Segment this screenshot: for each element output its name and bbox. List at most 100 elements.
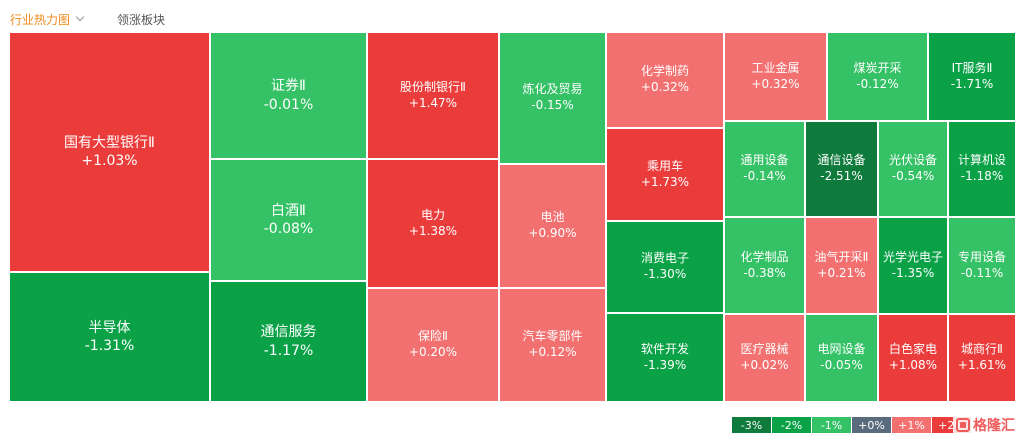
treemap-cell[interactable]: 白酒Ⅱ -0.08% bbox=[210, 159, 367, 281]
sector-name: 工业金属 bbox=[751, 60, 800, 75]
sector-name: 保险Ⅱ bbox=[418, 329, 448, 344]
sector-name: 通信设备 bbox=[817, 153, 866, 168]
brand-logo-icon bbox=[956, 418, 970, 432]
sector-change: +0.12% bbox=[528, 345, 577, 359]
treemap-cell[interactable]: 医疗器械 +0.02% bbox=[724, 314, 805, 402]
treemap-cell[interactable]: 化学制药 +0.32% bbox=[606, 32, 724, 128]
treemap-cell[interactable]: 电力 +1.38% bbox=[367, 159, 499, 288]
sector-name: 消费电子 bbox=[640, 251, 689, 266]
sector-change: -1.31% bbox=[84, 338, 135, 354]
sector-change: +0.02% bbox=[740, 358, 789, 372]
treemap-cell[interactable]: 国有大型银行Ⅱ +1.03% bbox=[9, 32, 210, 272]
sector-change: +0.21% bbox=[817, 265, 866, 280]
treemap-cell[interactable]: 证券Ⅱ -0.01% bbox=[210, 32, 367, 159]
sector-name: 医疗器械 bbox=[740, 342, 789, 357]
sector-name: 白酒Ⅱ bbox=[271, 202, 306, 219]
sector-change: -0.05% bbox=[820, 358, 863, 372]
sector-change: +0.20% bbox=[408, 345, 458, 359]
treemap-cell[interactable]: 煤炭开采 -0.12% bbox=[827, 32, 928, 121]
treemap-cell[interactable]: 工业金属 +0.32% bbox=[724, 32, 827, 121]
treemap-cell[interactable]: 炼化及贸易 -0.15% bbox=[499, 32, 606, 164]
treemap-cell[interactable]: 油气开采Ⅱ +0.21% bbox=[805, 217, 878, 314]
sector-change: -2.51% bbox=[820, 169, 863, 183]
sector-change: -0.15% bbox=[531, 98, 574, 112]
sector-name: 国有大型银行Ⅱ bbox=[64, 134, 155, 151]
legend-swatch: +1% bbox=[892, 417, 932, 433]
sector-change: +0.32% bbox=[751, 76, 800, 91]
treemap-cell[interactable]: 股份制银行Ⅱ +1.47% bbox=[367, 32, 499, 159]
sector-name: 煤炭开采 bbox=[853, 60, 902, 75]
sector-name: 软件开发 bbox=[640, 341, 689, 356]
sector-name: 证券Ⅱ bbox=[271, 78, 306, 95]
treemap-cell[interactable]: 保险Ⅱ +0.20% bbox=[367, 288, 499, 402]
treemap-cell[interactable]: 城商行Ⅱ +1.61% bbox=[948, 314, 1016, 402]
sector-change: +0.90% bbox=[528, 226, 577, 240]
sector-change: +1.08% bbox=[888, 358, 938, 372]
sector-name: 专用设备 bbox=[957, 249, 1006, 264]
treemap-cell[interactable]: 半导体 -1.31% bbox=[9, 272, 210, 402]
sector-change: -1.35% bbox=[891, 265, 935, 280]
treemap-cell[interactable]: 乘用车 +1.73% bbox=[606, 128, 724, 221]
sector-change: -0.14% bbox=[743, 169, 786, 183]
sector-change: +1.03% bbox=[81, 153, 138, 169]
tab-leading-sectors-label: 领涨板块 bbox=[117, 12, 166, 27]
brand-text: 格隆汇 bbox=[973, 418, 1015, 434]
tab-industry-heatmap[interactable]: 行业热力图 bbox=[10, 11, 85, 28]
sector-name: 乘用车 bbox=[646, 158, 683, 173]
sector-change: +1.73% bbox=[640, 174, 690, 189]
sector-change: +1.47% bbox=[408, 95, 458, 110]
sector-name: 通信服务 bbox=[260, 324, 317, 341]
sector-name: 计算机设 bbox=[957, 153, 1006, 168]
treemap-cell[interactable]: 化学制品 -0.38% bbox=[724, 217, 805, 314]
treemap-cell[interactable]: 消费电子 -1.30% bbox=[606, 221, 724, 313]
heatmap-tabs: 行业热力图 领涨板块 bbox=[10, 10, 165, 28]
sector-change: -0.38% bbox=[743, 265, 786, 280]
sector-change: -0.11% bbox=[960, 265, 1004, 280]
tab-industry-heatmap-label: 行业热力图 bbox=[10, 12, 71, 27]
sector-change: -0.08% bbox=[263, 221, 314, 237]
sector-change: -1.30% bbox=[643, 267, 687, 281]
legend-swatch: -1% bbox=[812, 417, 852, 433]
sector-name: 城商行Ⅱ bbox=[961, 342, 1003, 357]
sector-change: -0.01% bbox=[263, 96, 314, 113]
sector-change: -0.12% bbox=[856, 76, 899, 91]
treemap-cell[interactable]: 计算机设 -1.18% bbox=[948, 121, 1016, 217]
sector-name: 汽车零部件 bbox=[522, 329, 583, 344]
legend-swatch: -2% bbox=[772, 417, 812, 433]
tab-leading-sectors[interactable]: 领涨板块 bbox=[117, 11, 165, 28]
chevron-down-icon[interactable] bbox=[75, 12, 85, 22]
sector-change: +0.32% bbox=[640, 80, 690, 94]
color-legend: -3% -2% -1% +0% +1% +2% bbox=[732, 417, 972, 433]
sector-change: +1.61% bbox=[957, 358, 1007, 372]
sector-name: 化学制药 bbox=[640, 64, 689, 79]
treemap-cell[interactable]: 光伏设备 -0.54% bbox=[878, 121, 948, 217]
sector-name: 油气开采Ⅱ bbox=[814, 249, 869, 264]
treemap-cell[interactable]: 软件开发 -1.39% bbox=[606, 313, 724, 402]
treemap-cell[interactable]: 光学光电子 -1.35% bbox=[878, 217, 948, 314]
treemap-cell[interactable]: 通信设备 -2.51% bbox=[805, 121, 878, 217]
treemap-cell[interactable]: 白色家电 +1.08% bbox=[878, 314, 948, 402]
treemap-cell[interactable]: IT服务Ⅱ -1.71% bbox=[928, 32, 1016, 121]
treemap-cell[interactable]: 专用设备 -0.11% bbox=[948, 217, 1016, 314]
sector-change: +1.38% bbox=[408, 223, 458, 238]
sector-name: 电网设备 bbox=[817, 342, 866, 357]
sector-name: 股份制银行Ⅱ bbox=[400, 79, 466, 94]
sector-name: 光伏设备 bbox=[888, 153, 937, 168]
sector-change: -1.39% bbox=[643, 357, 687, 372]
legend-swatch: -3% bbox=[732, 417, 772, 433]
brand-watermark: 格隆汇 bbox=[953, 415, 1018, 435]
sector-change: -1.18% bbox=[960, 169, 1004, 183]
sector-name: 电池 bbox=[540, 210, 565, 225]
treemap-cell[interactable]: 汽车零部件 +0.12% bbox=[499, 288, 606, 402]
sector-name: 电力 bbox=[420, 207, 445, 222]
sector-name: IT服务Ⅱ bbox=[951, 60, 993, 75]
treemap-cell[interactable]: 通用设备 -0.14% bbox=[724, 121, 805, 217]
treemap-cell[interactable]: 通信服务 -1.17% bbox=[210, 281, 367, 402]
sector-change: -1.17% bbox=[263, 342, 314, 359]
treemap-cell[interactable]: 电网设备 -0.05% bbox=[805, 314, 878, 402]
sector-change: -1.71% bbox=[950, 76, 994, 91]
treemap-cell[interactable]: 电池 +0.90% bbox=[499, 164, 606, 288]
sector-name: 化学制品 bbox=[740, 249, 789, 264]
sector-name: 光学光电子 bbox=[882, 249, 943, 264]
sector-name: 半导体 bbox=[88, 319, 131, 336]
